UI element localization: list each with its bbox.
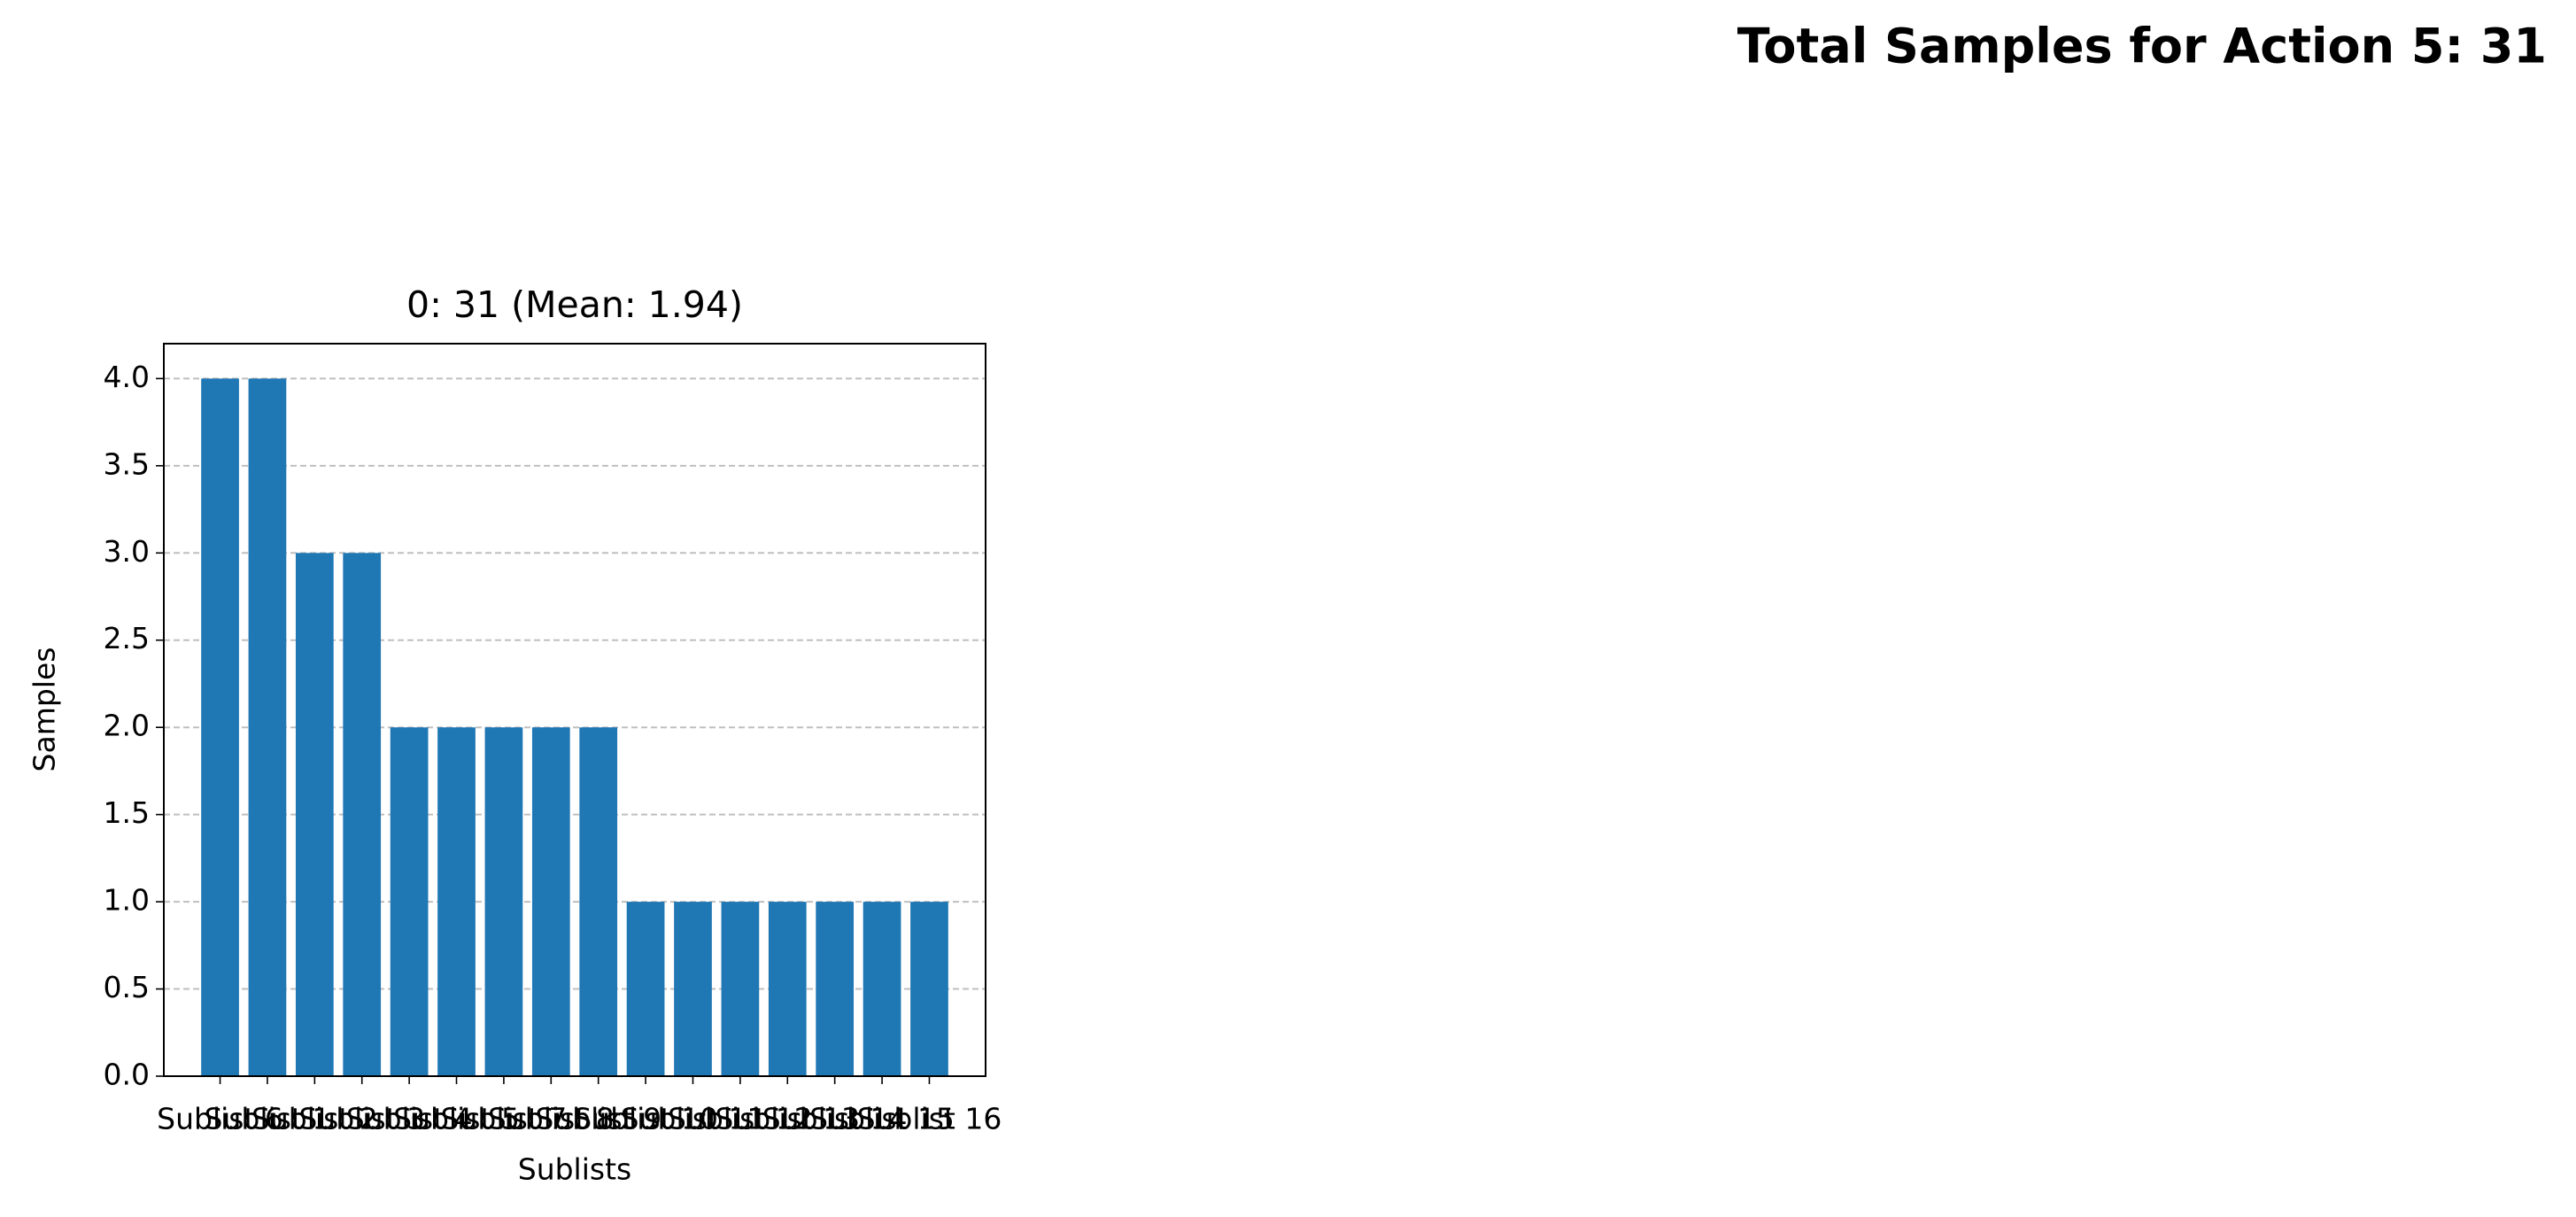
- x-tick-label: Sublist 6: [157, 1102, 283, 1136]
- x-tick-label: Sublist 5: [393, 1102, 520, 1136]
- x-tick-label: Sublist 2: [251, 1102, 378, 1136]
- bar: [390, 727, 429, 1076]
- x-tick-label: Sublist 8: [488, 1102, 615, 1136]
- x-tick-label: Sublist 3: [298, 1102, 425, 1136]
- bar: [248, 378, 287, 1076]
- x-tick-label: Sublist 13: [715, 1102, 860, 1136]
- bar: [626, 902, 665, 1076]
- y-tick-label: 0.5: [104, 970, 150, 1004]
- x-tick-label: Sublist 15: [809, 1102, 955, 1136]
- bar: [768, 902, 807, 1076]
- bar: [295, 553, 334, 1076]
- x-tick-label: Sublist 16: [857, 1102, 1002, 1136]
- bar: [674, 902, 712, 1076]
- x-tick-label: Sublist 4: [346, 1102, 473, 1136]
- y-tick-label: 3.5: [104, 446, 150, 481]
- bar: [863, 902, 901, 1076]
- x-tick-label: Sublist 9: [535, 1102, 661, 1136]
- x-tick-label: Sublist 7: [441, 1102, 568, 1136]
- x-tick-label: Sublist 11: [621, 1102, 766, 1136]
- bar: [343, 553, 382, 1076]
- y-tick-label: 1.5: [104, 795, 150, 830]
- x-axis-label: Sublists: [518, 1152, 631, 1187]
- bar: [201, 378, 239, 1076]
- x-tick-label: Sublist 14: [762, 1102, 908, 1136]
- y-axis-label: Samples: [27, 647, 62, 772]
- y-tick-label: 2.0: [104, 709, 150, 743]
- chart-title: 0: 31 (Mean: 1.94): [406, 283, 743, 326]
- y-tick-label: 4.0: [104, 360, 150, 394]
- bar: [579, 727, 618, 1076]
- x-tick-label: Sublist 1: [205, 1102, 331, 1136]
- y-tick-label: 2.5: [104, 621, 150, 655]
- y-tick-label: 3.0: [104, 534, 150, 569]
- bar: [531, 727, 570, 1076]
- x-tick-label: Sublist 10: [573, 1102, 718, 1136]
- bar: [910, 902, 948, 1076]
- x-tick-label: Sublist 12: [668, 1102, 813, 1136]
- bar: [437, 727, 476, 1076]
- figure-title: Total Samples for Action 5: 31: [1737, 19, 2547, 74]
- y-tick-label: 0.0: [104, 1058, 150, 1092]
- plot-frame: [163, 343, 986, 1077]
- bar: [721, 902, 760, 1076]
- y-tick-label: 1.0: [104, 883, 150, 918]
- bar: [816, 902, 855, 1076]
- bar: [484, 727, 523, 1076]
